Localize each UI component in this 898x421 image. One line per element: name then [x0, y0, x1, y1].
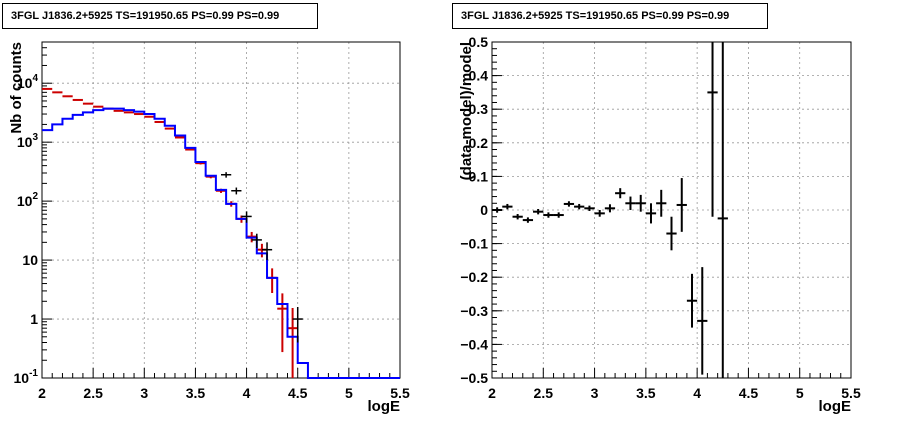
model-step-line [42, 107, 400, 379]
plot-frame [41, 41, 401, 379]
y-tick-label: 0.5 [469, 34, 489, 50]
x-tick-label: 4 [693, 385, 701, 401]
x-tick-label: 3.5 [636, 385, 656, 401]
y-tick-label: −0.4 [460, 336, 488, 352]
right-chart-title: 3FGL J1836.2+5925 TS=191950.65 PS=0.99 P… [452, 3, 768, 29]
y-tick-label: 0.4 [469, 68, 489, 84]
x-tick-label: 4 [243, 385, 251, 401]
x-tick-label: 2 [488, 385, 496, 401]
y-tick-label: 10 [22, 252, 38, 268]
x-tick-label: 2.5 [534, 385, 554, 401]
x-tick-label: 3.5 [186, 385, 206, 401]
x-tick-label: 5.5 [841, 385, 861, 401]
y-tick-label: 102 [17, 191, 39, 209]
x-tick-label: 5 [345, 385, 353, 401]
y-tick-label: 0.1 [469, 168, 489, 184]
y-tick-label: −0.1 [460, 236, 488, 252]
x-tick-label: 5 [796, 385, 804, 401]
y-tick-label: 0 [480, 202, 488, 218]
plot-area [492, 42, 851, 378]
x-tick-label: 5.5 [390, 385, 410, 401]
y-tick-label: −0.2 [460, 269, 488, 285]
y-tick-label: 10-1 [14, 368, 39, 386]
y-tick-label: 0.2 [469, 135, 489, 151]
x-tick-label: 3 [591, 385, 599, 401]
x-axis-label: logE [819, 398, 852, 415]
x-tick-label: 3 [140, 385, 148, 401]
y-axis-label: (data-model)/model [458, 42, 475, 180]
x-tick-label: 4.5 [288, 385, 308, 401]
y-tick-label: 103 [17, 132, 39, 150]
residuals-plot: 2 2.5 3 3.5 4 4.5 5 5.5 −0.5 −0.4 −0.3 −0.2 −0.1 0 0.1… [458, 34, 861, 415]
y-tick-label: 1 [30, 311, 38, 327]
x-tick-label: 2 [38, 385, 46, 401]
left-chart-title: 3FGL J1836.2+5925 TS=191950.65 PS=0.99 P… [2, 3, 318, 29]
y-tick-label: −0.3 [460, 303, 488, 319]
y-tick-label: −0.5 [460, 370, 488, 386]
plot-area [42, 42, 400, 378]
y-tick-label: 0.3 [469, 101, 489, 117]
x-axis-label: logE [368, 398, 401, 415]
y-axis-label: Nb of counts [8, 42, 25, 134]
x-tick-label: 2.5 [83, 385, 103, 401]
x-tick-label: 4.5 [739, 385, 759, 401]
